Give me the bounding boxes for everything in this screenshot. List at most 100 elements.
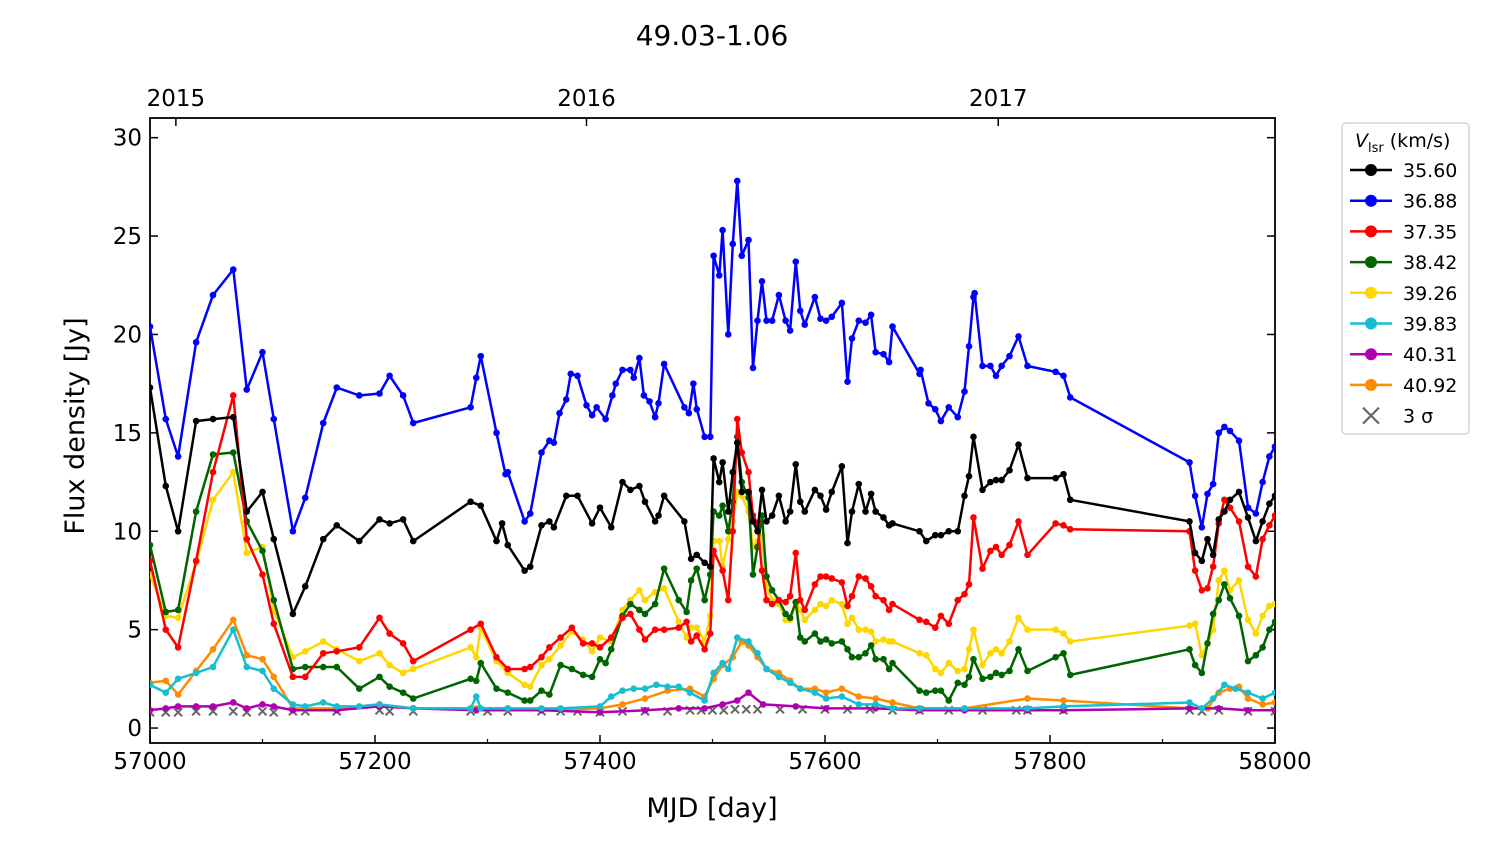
data-point-36.88 bbox=[817, 315, 824, 323]
data-point-38.42 bbox=[660, 565, 668, 572]
data-point-37.35 bbox=[931, 624, 939, 631]
data-point-39.83 bbox=[607, 693, 615, 700]
data-point-37.35 bbox=[693, 632, 701, 639]
data-point-37.35 bbox=[399, 640, 407, 647]
data-point-37.35 bbox=[782, 598, 789, 606]
data-point-37.35 bbox=[880, 596, 887, 604]
data-point-38.42 bbox=[992, 669, 1000, 677]
data-point-38.42 bbox=[979, 675, 986, 683]
data-point-39.83 bbox=[355, 703, 363, 710]
data-point-36.88 bbox=[646, 398, 653, 405]
data-point-37.35 bbox=[862, 575, 869, 582]
data-point-39.83 bbox=[333, 703, 341, 710]
data-point-40.31 bbox=[270, 703, 278, 710]
data-point-36.88 bbox=[574, 372, 581, 380]
data-point-39.26 bbox=[724, 535, 732, 543]
data-point-36.88 bbox=[259, 348, 266, 356]
data-point-36.88 bbox=[1252, 510, 1260, 517]
data-point-37.35 bbox=[538, 653, 545, 661]
data-point-39.26 bbox=[922, 651, 930, 659]
data-point-36.88 bbox=[1015, 333, 1022, 340]
data-point-36.88 bbox=[724, 331, 732, 338]
data-point-39.26 bbox=[588, 647, 596, 655]
legend-marker bbox=[1365, 286, 1377, 299]
data-point-40.31 bbox=[150, 707, 154, 714]
data-point-36.88 bbox=[1235, 437, 1243, 445]
data-point-39.83 bbox=[855, 701, 863, 708]
data-point-36.88 bbox=[627, 366, 634, 374]
data-point-39.26 bbox=[1244, 616, 1252, 624]
data-point-39.83 bbox=[301, 703, 309, 710]
data-point-38.42 bbox=[596, 655, 604, 663]
data-point-39.26 bbox=[319, 638, 327, 645]
data-point-37.35 bbox=[979, 565, 986, 572]
data-point-37.35 bbox=[409, 657, 417, 665]
data-point-36.88 bbox=[749, 364, 757, 372]
data-point-35.60 bbox=[636, 482, 643, 490]
x-axis-label: MJD [day] bbox=[646, 793, 777, 824]
data-point-39.26 bbox=[945, 659, 953, 667]
data-point-38.42 bbox=[568, 665, 576, 673]
data-point-37.35 bbox=[916, 616, 923, 624]
plot-area bbox=[150, 177, 1275, 718]
data-point-36.88 bbox=[556, 409, 563, 417]
data-point-36.88 bbox=[710, 252, 717, 260]
data-point-40.31 bbox=[243, 705, 251, 712]
data-point-35.60 bbox=[937, 531, 945, 539]
data-point-37.35 bbox=[855, 573, 863, 580]
data-point-39.83 bbox=[710, 669, 717, 677]
data-point-40.31 bbox=[701, 705, 708, 712]
data-point-40.31 bbox=[162, 705, 170, 712]
data-point-36.88 bbox=[609, 392, 616, 399]
data-point-39.83 bbox=[641, 685, 649, 692]
data-point-35.60 bbox=[1204, 535, 1211, 543]
data-point-38.42 bbox=[301, 663, 309, 671]
data-point-39.26 bbox=[243, 549, 251, 557]
data-point-39.83 bbox=[889, 705, 896, 712]
data-point-35.60 bbox=[922, 537, 930, 545]
data-point-37.35 bbox=[961, 590, 968, 598]
data-point-37.35 bbox=[1052, 520, 1059, 527]
y-axis-label: Flux density [Jy] bbox=[60, 317, 91, 534]
data-point-39.83 bbox=[961, 705, 968, 712]
data-point-36.88 bbox=[782, 317, 789, 324]
legend-label: 37.35 bbox=[1403, 221, 1457, 243]
data-point-38.42 bbox=[838, 638, 846, 645]
data-point-35.60 bbox=[724, 508, 732, 515]
data-point-37.35 bbox=[706, 630, 714, 637]
data-point-39.26 bbox=[526, 683, 534, 691]
data-point-35.60 bbox=[619, 478, 626, 486]
data-point-38.42 bbox=[768, 586, 776, 594]
data-point-35.60 bbox=[693, 551, 701, 559]
plot-frame bbox=[149, 117, 1276, 744]
data-point-35.60 bbox=[811, 486, 819, 494]
data-point-37.35 bbox=[619, 614, 626, 622]
data-point-39.26 bbox=[386, 661, 393, 669]
data-point-38.42 bbox=[1244, 657, 1252, 665]
data-point-38.42 bbox=[376, 673, 383, 681]
data-point-36.88 bbox=[1198, 524, 1206, 531]
data-point-39.26 bbox=[1060, 630, 1067, 637]
y-tick-label: 15 bbox=[113, 421, 142, 447]
data-point-39.26 bbox=[998, 649, 1005, 657]
data-point-40.31 bbox=[822, 705, 830, 712]
data-point-36.88 bbox=[477, 352, 485, 360]
data-point-38.42 bbox=[1060, 649, 1067, 657]
data-point-38.42 bbox=[675, 596, 683, 604]
data-point-39.26 bbox=[872, 638, 879, 645]
data-point-39.83 bbox=[675, 683, 683, 691]
data-point-37.35 bbox=[811, 581, 819, 588]
data-point-36.88 bbox=[636, 354, 643, 362]
data-point-37.35 bbox=[1204, 585, 1211, 592]
data-point-37.35 bbox=[546, 644, 553, 651]
data-point-38.42 bbox=[1266, 626, 1273, 633]
data-point-38.42 bbox=[1006, 667, 1013, 675]
data-point-39.26 bbox=[693, 624, 701, 631]
data-point-37.35 bbox=[270, 620, 278, 628]
data-point-37.35 bbox=[796, 596, 804, 604]
data-point-37.35 bbox=[1191, 567, 1199, 574]
y-tick-label: 5 bbox=[127, 618, 142, 644]
year-label: 2016 bbox=[557, 86, 616, 112]
data-point-38.42 bbox=[636, 606, 643, 614]
data-point-40.31 bbox=[719, 701, 726, 708]
